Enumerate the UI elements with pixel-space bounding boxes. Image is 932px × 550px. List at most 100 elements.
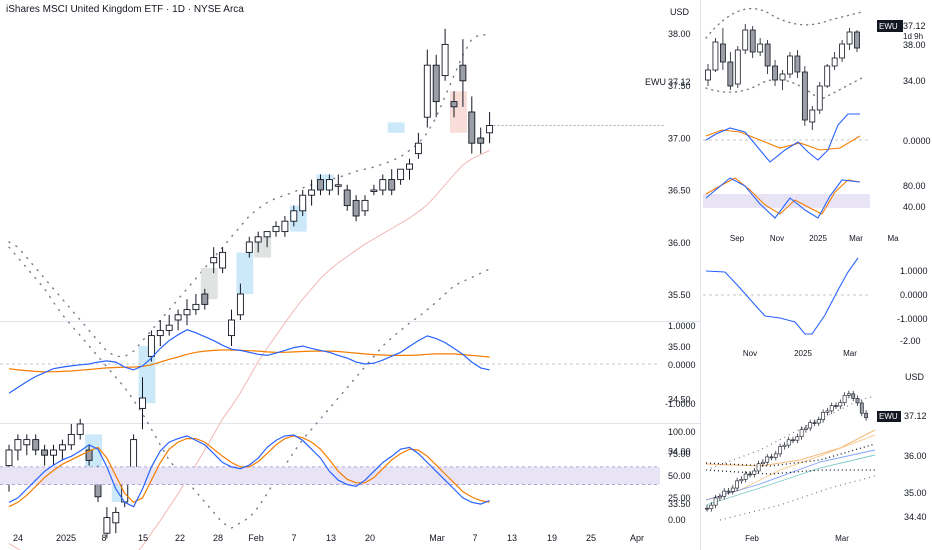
macd-tick: -1.0000 — [665, 399, 696, 409]
candle-body — [58, 444, 66, 451]
candle-body — [174, 314, 182, 321]
mini-hourly-candle — [739, 479, 744, 482]
date-tick: 20 — [365, 533, 375, 543]
mini-hourly-candle — [778, 446, 783, 455]
mini-hourly-ma-teal — [705, 454, 876, 506]
main-axes: 38.00 37.50 37.00 36.50 36.00 35.50 35.00 34.50… — [13, 29, 696, 543]
mini-weekly-currency: USD — [670, 7, 690, 17]
date-tick: 13 — [326, 533, 336, 543]
candle-body — [406, 163, 413, 170]
stoch-k-line — [8, 434, 490, 508]
price-tick: 38.00 — [668, 29, 691, 39]
mini-macd-date-tick: Mar — [843, 349, 857, 358]
macd-tick: 0.0000 — [668, 360, 696, 370]
candle-body — [5, 449, 13, 467]
mini-macd-date-tick: Nov — [743, 349, 757, 358]
candle-body — [352, 199, 360, 217]
mini-hourly-price: 37.12 — [904, 411, 927, 421]
mini-weekly-date-tick: 2025 — [809, 234, 827, 243]
candle-body — [272, 225, 280, 233]
mini-macd-tick: -1.0000 — [897, 314, 928, 324]
mini-macd-tick: -2.00 — [900, 336, 921, 346]
stoch-tick: 25.00 — [668, 493, 691, 503]
mini-weekly-candle — [801, 71, 808, 121]
mini-weekly-lower-band — [705, 77, 863, 101]
mini-hourly-candle — [808, 422, 813, 429]
pane-divider — [0, 423, 700, 424]
mini-weekly-candle — [809, 109, 816, 123]
mini-hourly-candle — [773, 453, 778, 458]
mini-weekly-stoch-band — [703, 194, 870, 208]
mini-hourly-candle — [743, 473, 748, 480]
date-tick: Mar — [429, 533, 445, 543]
candle-body — [50, 449, 57, 456]
candle-body — [201, 293, 209, 305]
mini-weekly-ticker: EWU — [879, 22, 898, 31]
mini-weekly-candle — [727, 61, 734, 87]
candle-body — [361, 199, 369, 212]
candle-body — [370, 189, 378, 192]
mini-hourly-candle — [726, 490, 731, 493]
mini-hourly-candle — [812, 422, 817, 425]
mini-weekly-ticker-tag — [877, 20, 903, 32]
mini-weekly-macd — [705, 113, 860, 163]
mini-weekly-candle — [764, 43, 771, 67]
mini-hourly-price-tick: 34.40 — [904, 512, 927, 522]
mini-weekly-candle — [854, 31, 860, 49]
candle-body — [450, 101, 458, 108]
mini-hourly-candle — [735, 480, 740, 489]
mini-weekly-chart: 38.00 34.00 0.0000 80.00 40.00 Sep Nov 2025 Mar M… — [703, 7, 931, 243]
date-tick: 15 — [138, 533, 148, 543]
mini-weekly-candle — [712, 41, 719, 71]
date-tick: 22 — [175, 533, 185, 543]
mini-weekly-date-tick: Mar — [849, 234, 863, 243]
mini-hourly-candle — [709, 504, 714, 509]
mini-macd-date-tick: 2025 — [794, 349, 812, 358]
mini-hourly-candle — [834, 405, 838, 407]
mini-weekly-candle — [720, 43, 726, 63]
mini-weekly-candle — [831, 57, 838, 67]
price-tick: 37.00 — [668, 133, 691, 143]
mini-hourly-candle — [799, 429, 804, 438]
price-tick: 34.50 — [668, 394, 691, 404]
date-tick: 7 — [291, 533, 296, 543]
macd-pane — [0, 329, 660, 394]
chart-title: iShares MSCI United Kingdom ETF · 1D · N… — [6, 4, 244, 15]
mini-weekly-price: 37.12 — [903, 21, 926, 31]
stoch-tick: 100.00 — [668, 427, 696, 437]
mini-hourly-candle — [765, 456, 770, 463]
candle-body — [423, 64, 431, 118]
mini-weekly-candle — [772, 65, 778, 81]
pane-divider — [700, 0, 701, 550]
mini-hourly-candle — [782, 444, 787, 447]
mini-hourly-currency: USD — [905, 372, 925, 382]
stoch-band — [0, 466, 660, 485]
mini-hourly-candle — [786, 439, 791, 446]
price-tick: 33.50 — [668, 499, 691, 509]
main-candles-layer — [5, 28, 665, 539]
mini-hourly-candle — [769, 456, 774, 459]
candle-body — [468, 111, 476, 144]
candle-body — [343, 189, 351, 207]
date-tick: 2025 — [56, 533, 76, 543]
mini-weekly-candle — [757, 43, 764, 53]
price-tick: 34.00 — [668, 447, 691, 457]
mini-hourly-candle — [791, 439, 795, 442]
stoch-tick: 75.00 — [668, 449, 691, 459]
price-tick: 37.50 — [668, 81, 691, 91]
candle-body — [388, 179, 396, 191]
mini-weekly-candle — [816, 85, 823, 111]
date-tick: Apr — [630, 533, 644, 543]
candle-body — [112, 511, 120, 524]
candle-body — [477, 137, 485, 144]
candle-body — [254, 236, 262, 243]
candle-body — [263, 231, 271, 238]
pane-divider — [0, 321, 700, 322]
mini-hourly-candle — [803, 427, 808, 430]
date-tick: 24 — [13, 533, 23, 543]
sma-line — [8, 150, 490, 550]
stoch-tick: 0.00 — [668, 515, 686, 525]
mini-hourly-band — [719, 475, 876, 521]
mini-hourly-candle — [829, 405, 834, 412]
